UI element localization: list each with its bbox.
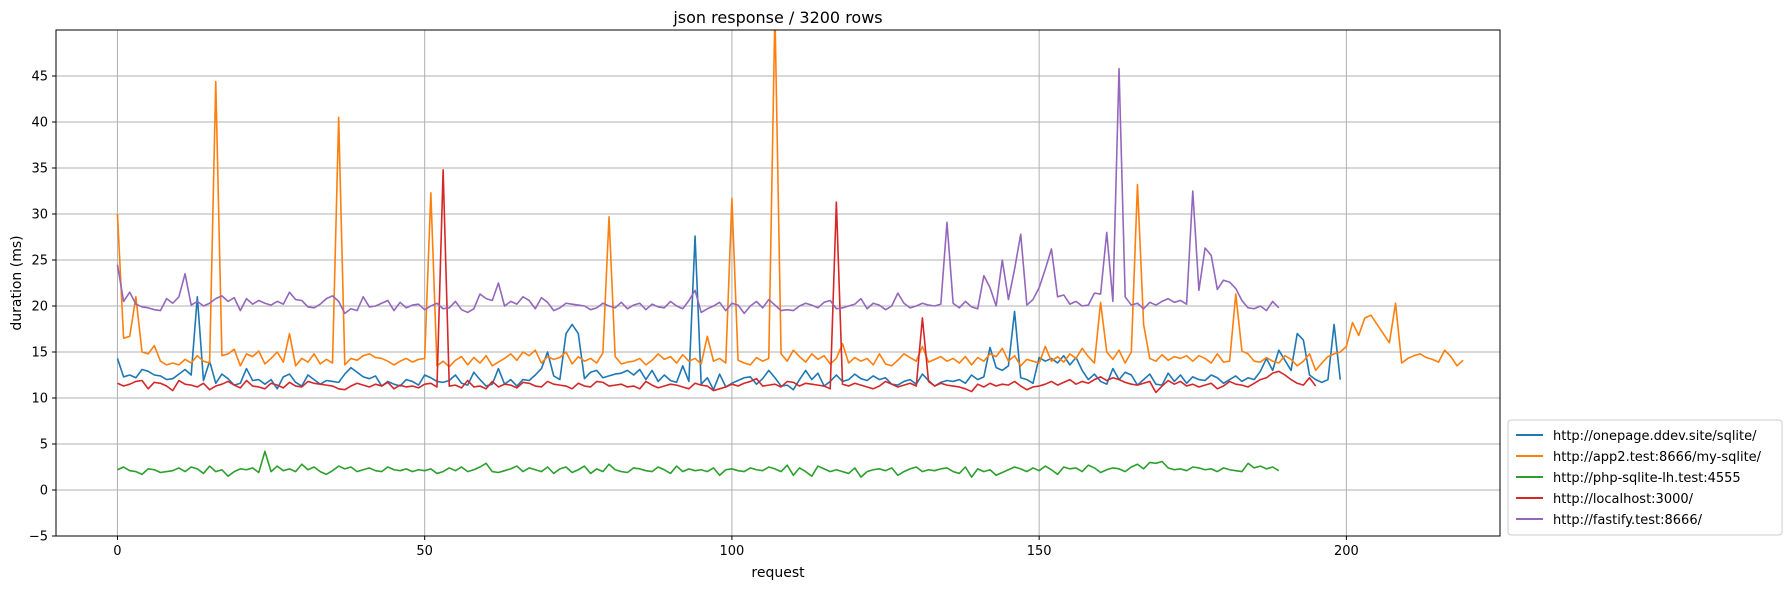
legend-label: http://onepage.ddev.site/sqlite/ [1553, 429, 1757, 444]
y-tick-label: 15 [31, 346, 48, 361]
y-tick-label: 20 [31, 300, 48, 315]
series-line-4 [117, 169, 1317, 394]
x-axis-label: request [751, 565, 805, 581]
series-layer [116, 30, 1464, 478]
y-tick-label: −5 [29, 530, 48, 545]
y-tick-label: 40 [31, 116, 48, 131]
grid [56, 30, 1500, 537]
x-tick-label: 150 [1027, 544, 1052, 559]
legend-label: http://localhost:3000/ [1553, 492, 1694, 507]
x-tick-label: 200 [1334, 544, 1359, 559]
y-tick-label: 45 [31, 70, 48, 85]
plot-frame [55, 29, 1501, 537]
y-tick-label: 10 [31, 392, 48, 407]
legend: http://onepage.ddev.site/sqlite/http://a… [1507, 419, 1783, 536]
legend-label: http://php-sqlite-lh.test:4555 [1553, 471, 1741, 486]
x-tick-label: 0 [113, 544, 121, 559]
y-tick-label: 25 [31, 254, 48, 269]
legend-box [1507, 419, 1783, 536]
series-line-3 [117, 450, 1280, 478]
x-tick-label: 100 [720, 544, 745, 559]
y-tick-label: 0 [40, 484, 48, 499]
y-tick-label: 30 [31, 208, 48, 223]
series-line-5 [116, 67, 1280, 315]
legend-label: http://app2.test:8666/my-sqlite/ [1553, 450, 1762, 465]
series-line-2 [116, 30, 1464, 372]
chart-title: json response / 3200 rows [672, 8, 882, 27]
y-axis-label: duration (ms) [9, 235, 25, 330]
y-tick-label: 5 [40, 438, 48, 453]
y-tick-label: 35 [31, 162, 48, 177]
ticks: 0 50 100 150 200 −5 0 5 10 15 20 25 30 35 40 45 [29, 70, 1359, 560]
x-tick-label: 50 [416, 544, 433, 559]
legend-label: http://fastify.test:8666/ [1553, 513, 1703, 528]
